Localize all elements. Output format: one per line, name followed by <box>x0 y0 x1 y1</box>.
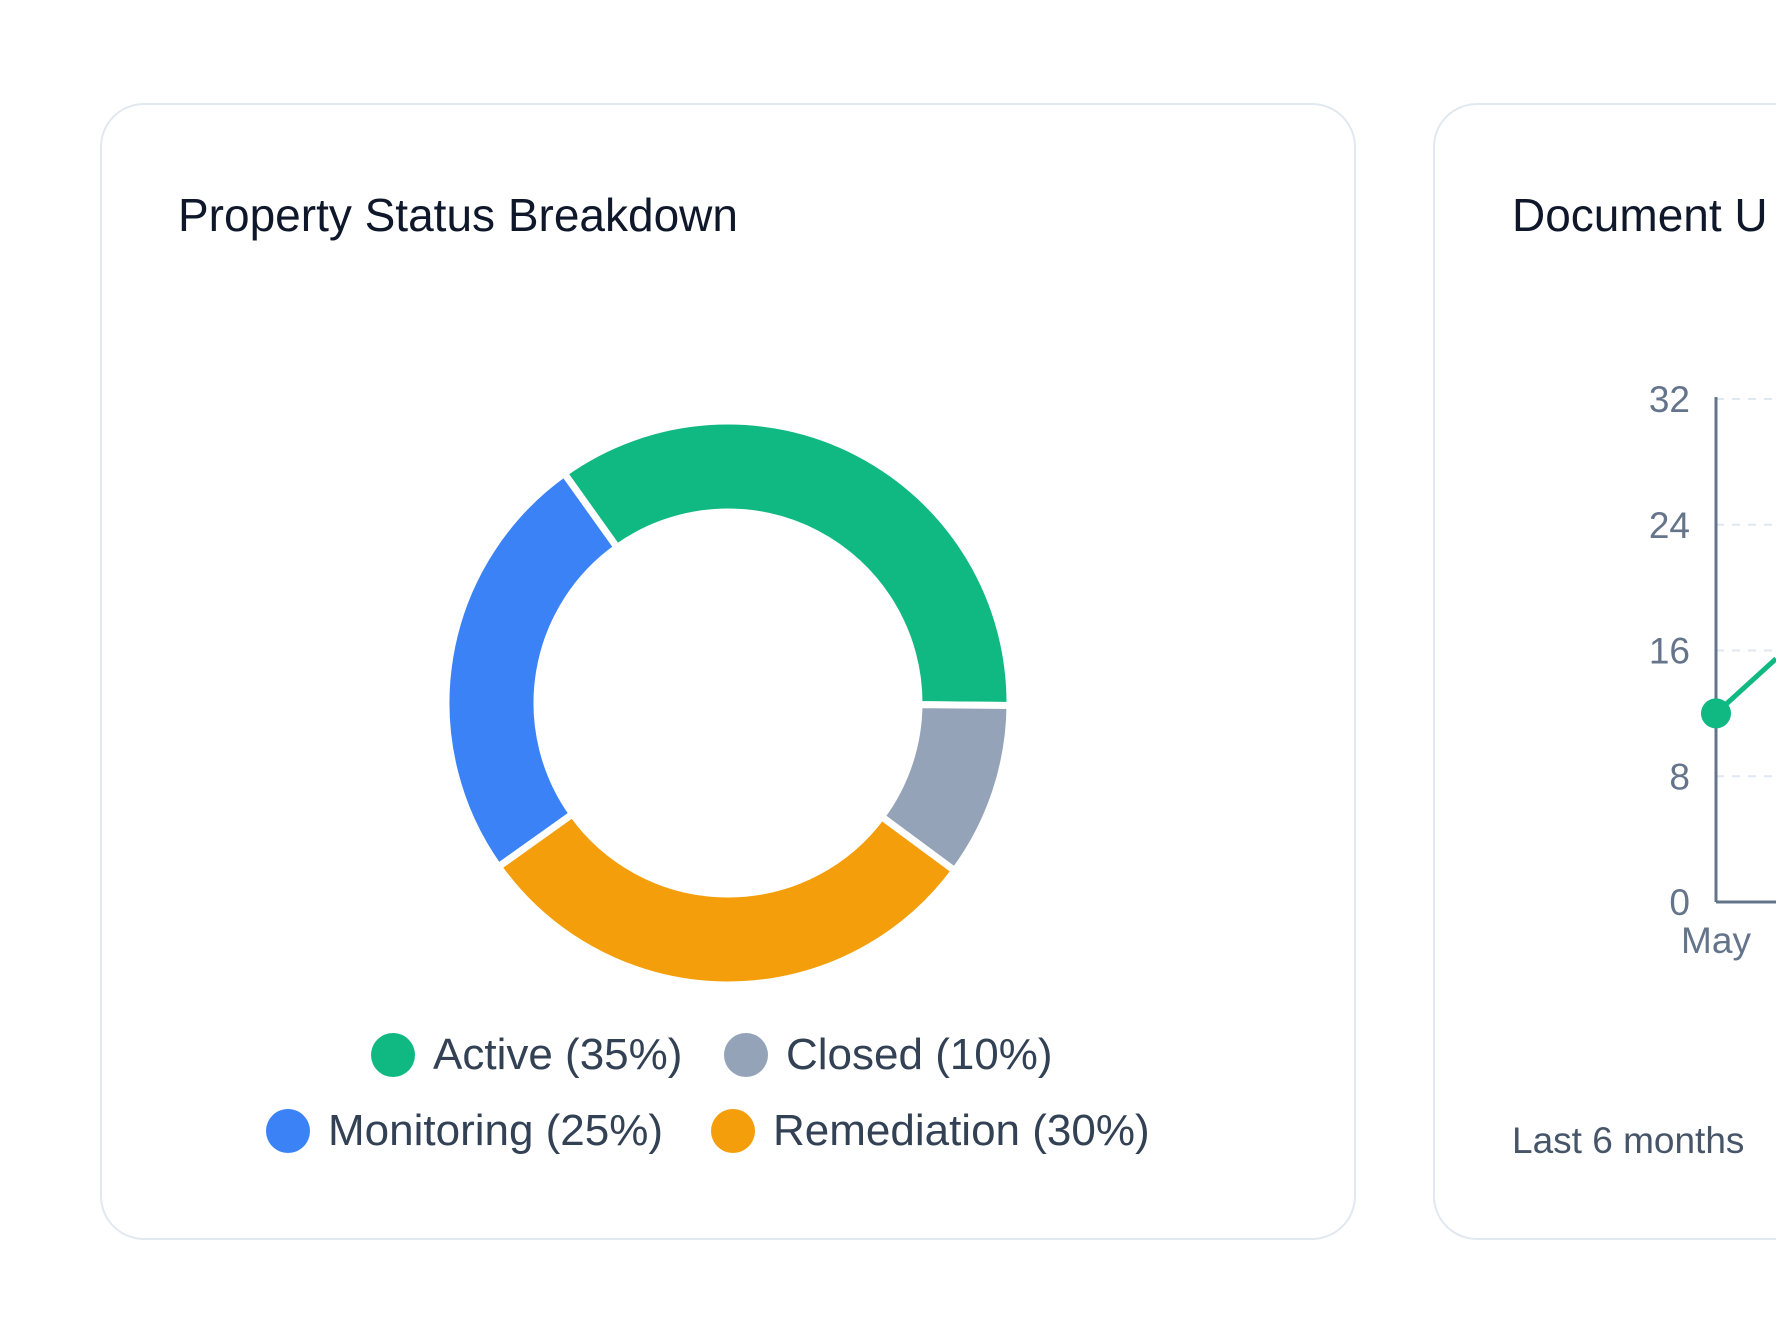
y-tick-label: 16 <box>1649 631 1690 672</box>
donut-slice-remediation[interactable] <box>493 809 960 989</box>
data-point[interactable] <box>1701 698 1731 729</box>
legend-label: Monitoring (25%) <box>328 1106 664 1155</box>
legend-item-remediation[interactable]: Remediation (30%) <box>711 1106 1150 1156</box>
document-chart-card <box>1433 103 1776 1240</box>
y-tick-label: 24 <box>1649 505 1690 546</box>
legend-dot-remediation <box>711 1109 755 1153</box>
donut-slice-monitoring[interactable] <box>442 468 622 872</box>
legend-label: Active (35%) <box>433 1030 683 1079</box>
legend-label: Remediation (30%) <box>773 1106 1150 1155</box>
y-tick-label: 0 <box>1669 882 1690 923</box>
legend-dot-active <box>371 1033 415 1077</box>
legend-dot-monitoring <box>266 1109 310 1153</box>
donut-chart-title: Property Status Breakdown <box>178 189 738 241</box>
donut-slice-active[interactable] <box>559 417 1014 709</box>
legend-item-closed[interactable]: Closed (10%) <box>724 1030 1053 1080</box>
legend-item-active[interactable]: Active (35%) <box>371 1030 682 1080</box>
legend-item-monitoring[interactable]: Monitoring (25%) <box>266 1106 663 1156</box>
x-tick-label: May <box>1681 920 1751 961</box>
legend-dot-closed <box>724 1033 768 1077</box>
y-tick-label: 8 <box>1669 756 1690 797</box>
line-chart-title: Document U <box>1512 189 1768 241</box>
y-tick-label: 32 <box>1649 379 1690 420</box>
legend-label: Closed (10%) <box>786 1030 1053 1079</box>
line-plot-area <box>1716 398 1776 778</box>
line-chart-footer: Last 6 months <box>1512 1120 1745 1161</box>
